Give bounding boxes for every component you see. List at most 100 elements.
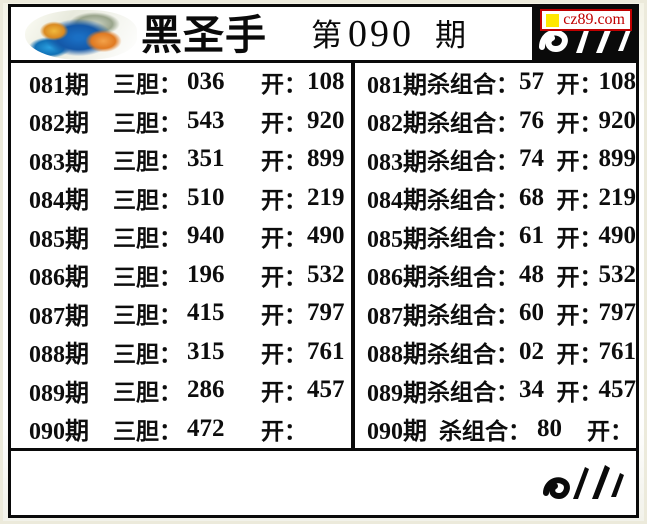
table-row: 086期 三胆： 196 开： 532	[11, 256, 351, 295]
row-open-label: 开：	[261, 380, 307, 407]
table-row: 085期 杀组合： 61 开： 490	[355, 217, 636, 256]
row-open-value: 899	[598, 145, 637, 173]
row-period: 081期	[367, 72, 427, 99]
row-open-label: 开：	[261, 264, 307, 291]
row-value: 510	[187, 183, 225, 211]
row-open-label: 开：	[556, 149, 603, 176]
table-row: 084期 杀组合： 68 开： 219	[355, 179, 636, 218]
row-value: 76	[519, 106, 544, 134]
row-period: 084期	[29, 188, 89, 215]
row-open-label: 开：	[556, 264, 603, 291]
row-open-label: 开：	[556, 303, 603, 330]
row-open-label: 开：	[556, 341, 603, 368]
row-open-label: 开：	[261, 187, 307, 214]
row-value: 472	[187, 414, 225, 442]
table-row: 086期 杀组合： 48 开： 532	[355, 256, 636, 295]
row-value: 286	[187, 376, 225, 404]
row-label: 杀组合：	[427, 303, 519, 330]
row-period: 086期	[29, 265, 89, 292]
table-row: 088期 杀组合： 02 开： 761	[355, 333, 636, 372]
row-period: 090期	[29, 419, 89, 446]
row-open-value: 490	[307, 222, 345, 250]
row-value: 57	[519, 68, 544, 96]
row-label: 杀组合：	[439, 418, 531, 445]
row-value: 196	[187, 260, 225, 288]
row-value: 543	[187, 106, 225, 134]
row-label: 三胆：	[113, 264, 182, 291]
table-row: 087期 三胆： 415 开： 797	[11, 294, 351, 333]
row-open-label: 开：	[261, 72, 307, 99]
table-row: 082期 三胆： 543 开： 920	[11, 102, 351, 141]
table-row: 088期 三胆： 315 开： 761	[11, 333, 351, 372]
row-value: 351	[187, 145, 225, 173]
watermark-swatch-icon	[546, 13, 560, 27]
row-open-value: 920	[598, 106, 637, 134]
row-value: 415	[187, 299, 225, 327]
row-open-value: 761	[598, 337, 637, 365]
row-open-value: 457	[307, 376, 345, 404]
calligraphy-signature-icon	[540, 459, 626, 509]
row-value: 80	[537, 414, 562, 442]
row-value: 74	[519, 145, 544, 173]
row-open-label: 开：	[261, 149, 307, 176]
row-value: 48	[519, 260, 544, 288]
row-period: 089期	[29, 380, 89, 407]
column-kill-combo: 081期 杀组合： 57 开： 108 082期 杀组合： 76 开： 920 …	[355, 63, 636, 448]
row-open-value: 532	[307, 260, 345, 288]
row-period: 087期	[29, 303, 89, 330]
table-row: 089期 杀组合： 34 开： 457	[355, 371, 636, 410]
row-open-value: 457	[598, 376, 637, 404]
footer-band	[11, 448, 636, 515]
row-period: 083期	[29, 149, 89, 176]
row-open-value: 219	[307, 183, 345, 211]
row-open-value: 219	[598, 183, 637, 211]
row-period: 082期	[367, 111, 427, 138]
period-prefix-label: 第	[311, 18, 342, 54]
row-label: 三胆：	[113, 418, 182, 445]
row-open-value: 532	[598, 260, 637, 288]
row-value: 68	[519, 183, 544, 211]
row-period: 086期	[367, 265, 427, 292]
row-period: 081期	[29, 72, 89, 99]
row-open-label: 开：	[261, 110, 307, 137]
row-open-value: 761	[307, 337, 345, 365]
table-row: 087期 杀组合： 60 开： 797	[355, 294, 636, 333]
row-label: 杀组合：	[427, 380, 519, 407]
row-value: 315	[187, 337, 225, 365]
row-label: 杀组合：	[427, 110, 519, 137]
column-three-dan: 081期 三胆： 036 开： 108 082期 三胆： 543 开： 920 …	[11, 63, 355, 448]
row-open-label: 开：	[556, 380, 603, 407]
row-period: 090期	[367, 419, 427, 446]
row-label: 杀组合：	[427, 264, 519, 291]
row-open-label: 开：	[261, 341, 307, 368]
row-open-label: 开：	[556, 187, 603, 214]
row-period: 084期	[367, 188, 427, 215]
table-row: 084期 三胆： 510 开： 219	[11, 179, 351, 218]
header-banner: 黑圣手 第 090 期 cz89.com	[11, 7, 636, 63]
table-row: 089期 三胆： 286 开： 457	[11, 371, 351, 410]
row-label: 三胆：	[113, 187, 182, 214]
row-label: 三胆：	[113, 110, 182, 137]
row-label: 三胆：	[113, 72, 182, 99]
row-open-value: 490	[598, 222, 637, 250]
row-open-value: 920	[307, 106, 345, 134]
table-row: 081期 杀组合： 57 开： 108	[355, 63, 636, 102]
row-open-label: 开：	[587, 418, 633, 445]
table-row: 083期 杀组合： 74 开： 899	[355, 140, 636, 179]
row-value: 02	[519, 337, 544, 365]
row-label: 三胆：	[113, 303, 182, 330]
row-label: 杀组合：	[427, 187, 519, 214]
row-value: 036	[187, 68, 225, 96]
page-title: 黑圣手	[141, 11, 267, 59]
row-value: 34	[519, 376, 544, 404]
row-open-value: 899	[307, 145, 345, 173]
row-label: 三胆：	[113, 226, 182, 253]
row-open-value: 797	[598, 299, 637, 327]
row-period: 085期	[367, 226, 427, 253]
row-period: 088期	[29, 342, 89, 369]
row-period: 089期	[367, 380, 427, 407]
table-row: 085期 三胆： 940 开： 490	[11, 217, 351, 256]
row-open-label: 开：	[261, 418, 307, 445]
row-open-label: 开：	[261, 226, 307, 253]
